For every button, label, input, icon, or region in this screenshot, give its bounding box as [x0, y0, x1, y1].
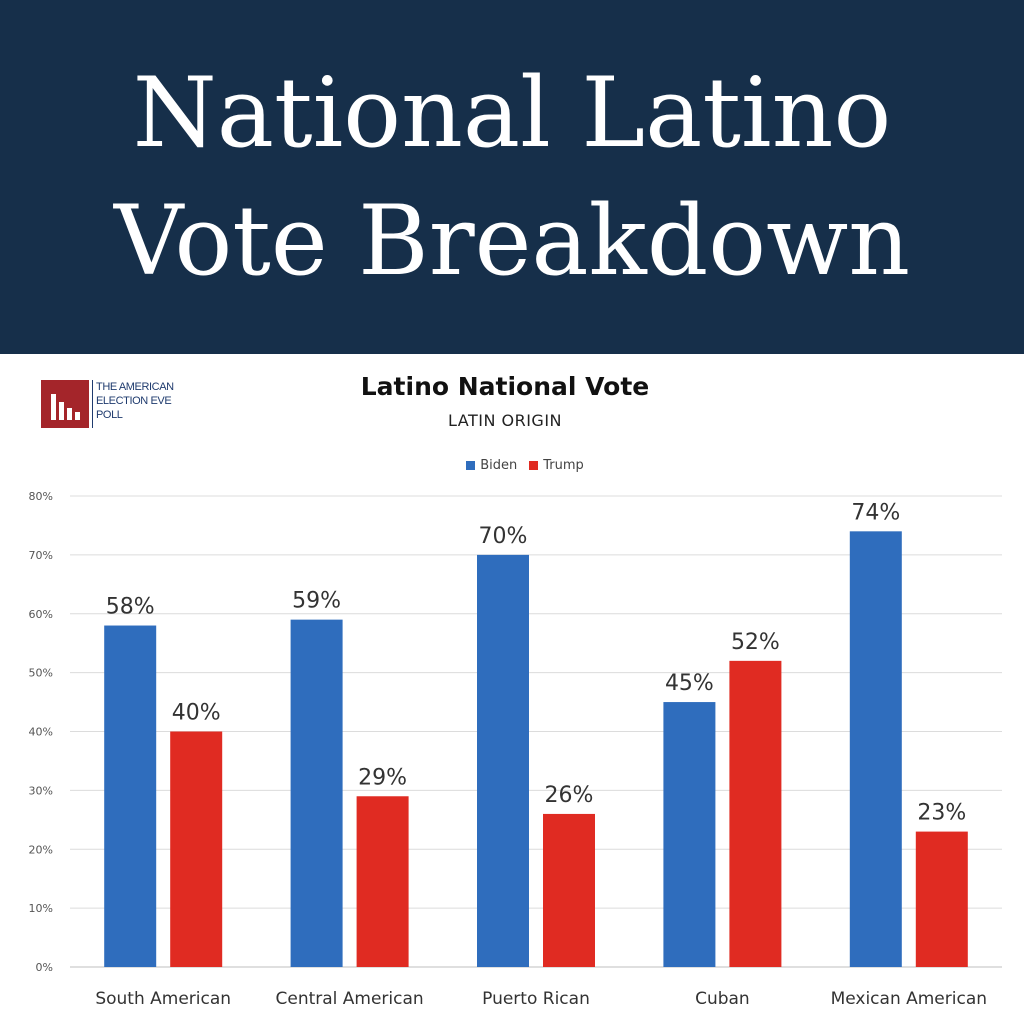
banner-title-line-1: National Latino [132, 57, 892, 169]
bar-trump [543, 813, 595, 967]
data-label: 74% [851, 500, 900, 525]
bar-biden [849, 531, 902, 967]
bar-chart: 0% 10% 20% 30% 40% 50% 60% 70% 80% 58% 40% South Am… [29, 490, 1002, 1009]
logo-text-line-3: POLL [96, 409, 123, 421]
x-tick-label: Puerto Rican [482, 989, 590, 1009]
title-banner: National Latino Vote Breakdown [0, 0, 1024, 354]
data-label: 58% [106, 595, 155, 620]
data-label: 40% [172, 701, 221, 726]
y-tick-label: 80% [29, 490, 53, 503]
banner-title-line-2: Vote Breakdown [113, 185, 911, 297]
bar-trump [170, 731, 223, 967]
y-tick-label: 30% [29, 784, 53, 797]
y-tick-label: 0% [36, 961, 53, 974]
y-tick-label: 10% [29, 902, 53, 915]
legend-swatch-trump [529, 461, 539, 470]
chart-legend: Biden Trump [380, 458, 670, 473]
legend-item-biden: Biden [466, 458, 517, 473]
legend-item-trump: Trump [529, 458, 584, 473]
legend-label-trump: Trump [543, 458, 584, 473]
bar-trump [356, 796, 409, 967]
logo-text-line-2: ELECTION EVE [96, 395, 172, 407]
y-tick-label: 40% [29, 726, 53, 739]
chart-title: Latino National Vote [360, 372, 650, 401]
legend-swatch-biden [466, 461, 476, 470]
data-label: 29% [358, 765, 407, 790]
x-tick-label: Central American [275, 989, 423, 1009]
bar-biden [104, 625, 157, 967]
x-tick-label: South American [95, 989, 231, 1009]
logo-text-line-1: THE AMERICAN [96, 381, 174, 393]
legend-label-biden: Biden [480, 458, 518, 473]
data-label: 45% [665, 671, 714, 696]
chart-subtitle: LATIN ORIGIN [447, 411, 563, 430]
y-tick-label: 60% [29, 608, 53, 621]
bar-trump [915, 831, 968, 967]
y-tick-label: 20% [29, 843, 53, 856]
x-tick-label: Mexican American [831, 989, 987, 1009]
data-label: 52% [731, 630, 780, 655]
bar-biden [663, 702, 716, 967]
bar-biden [477, 554, 529, 967]
data-label: 23% [917, 801, 966, 826]
y-tick-label: 70% [29, 549, 53, 562]
logo-text: THE AMERICAN ELECTION EVE POLL [92, 380, 182, 428]
bar-trump [729, 660, 782, 967]
data-label: 26% [545, 783, 594, 808]
data-label: 59% [292, 589, 341, 614]
bar-biden [290, 619, 343, 967]
data-label: 70% [479, 524, 528, 549]
x-tick-label: Cuban [695, 989, 750, 1009]
poll-logo: THE AMERICAN ELECTION EVE POLL [41, 380, 182, 428]
bar-chart-logo-icon [41, 380, 89, 428]
y-tick-label: 50% [29, 667, 53, 680]
